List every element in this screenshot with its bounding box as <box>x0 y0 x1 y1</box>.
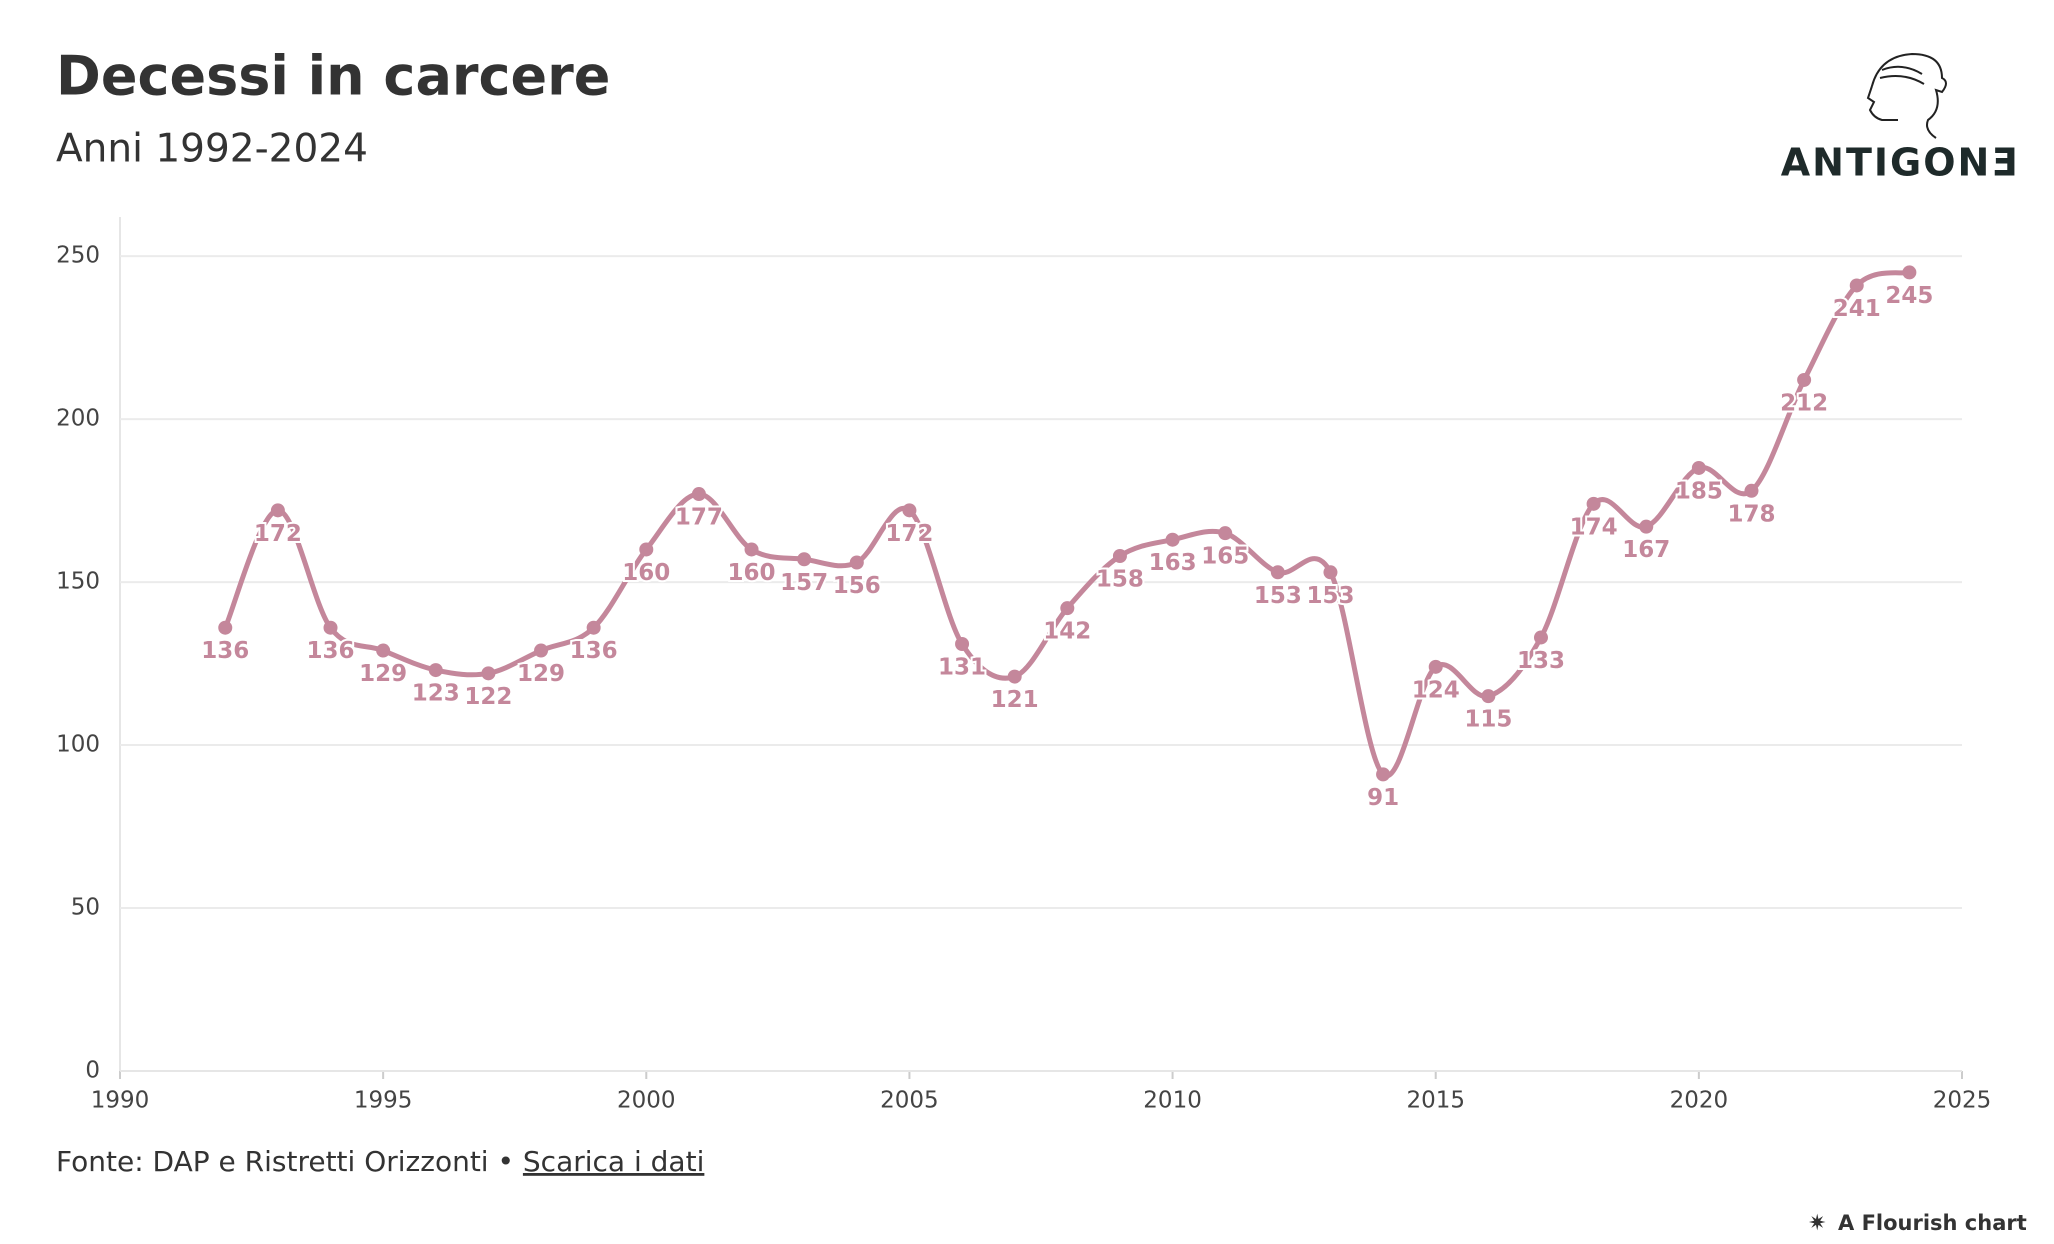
point <box>639 542 654 557</box>
value-label: 91 <box>1367 785 1399 811</box>
y-tick-label: 0 <box>85 1058 100 1084</box>
point <box>323 620 338 635</box>
point <box>586 620 601 635</box>
value-label: 241 <box>1833 296 1881 322</box>
point <box>376 643 391 658</box>
value-label: 165 <box>1201 544 1249 570</box>
value-label: 123 <box>412 681 460 707</box>
y-tick-label: 50 <box>71 895 100 921</box>
x-tick-label: 2025 <box>1933 1088 1992 1114</box>
value-label: 136 <box>307 638 355 664</box>
value-label: 129 <box>359 661 407 687</box>
point <box>1112 548 1127 563</box>
value-label: 133 <box>1517 648 1565 674</box>
source: Fonte: DAP e Ristretti Orizzonti • Scari… <box>56 1145 704 1178</box>
point <box>534 643 549 658</box>
point <box>744 542 759 557</box>
x-tick-label: 1990 <box>91 1088 150 1114</box>
chart-subtitle: Anni 1992-2024 <box>56 127 368 172</box>
y-tick-label: 100 <box>56 732 100 758</box>
value-label: 172 <box>254 521 302 547</box>
point <box>1481 689 1496 704</box>
point <box>1218 526 1233 541</box>
value-label: 158 <box>1096 566 1144 592</box>
y-tick-label: 200 <box>56 406 100 432</box>
point <box>1639 519 1654 534</box>
download-link[interactable]: Scarica i dati <box>523 1145 704 1178</box>
value-label: 185 <box>1675 478 1723 504</box>
point <box>902 503 917 518</box>
point <box>691 487 706 502</box>
value-label: 160 <box>728 560 776 586</box>
value-label: 124 <box>1412 677 1460 703</box>
credit[interactable]: A Flourish chart <box>1838 1211 2027 1235</box>
line <box>222 269 1910 779</box>
logo-text: ANTIGONƎ <box>1781 141 2020 185</box>
point <box>1586 496 1601 511</box>
value-label: 167 <box>1622 537 1670 563</box>
logo-icon <box>1866 52 1947 139</box>
chart-title: Decessi in carcere <box>56 45 610 108</box>
point <box>1007 669 1022 684</box>
point <box>428 663 443 678</box>
value-label: 157 <box>780 570 828 596</box>
y-tick-label: 150 <box>56 569 100 595</box>
value-label: 156 <box>833 573 881 599</box>
value-label: 212 <box>1780 390 1828 416</box>
point <box>1744 483 1759 498</box>
x-tick-label: 1995 <box>354 1088 413 1114</box>
value-label: 122 <box>464 684 512 710</box>
source-text: Fonte: DAP e Ristretti Orizzonti <box>56 1145 489 1178</box>
value-label: 163 <box>1149 550 1197 576</box>
point <box>1849 278 1864 293</box>
point <box>1797 372 1812 387</box>
point <box>1165 532 1180 547</box>
value-label: 177 <box>675 505 723 531</box>
value-label: 153 <box>1306 583 1354 609</box>
x-tick-label: 2020 <box>1670 1088 1729 1114</box>
value-label: 129 <box>517 661 565 687</box>
separator: • <box>497 1145 514 1178</box>
point <box>849 555 864 570</box>
x-tick-label: 2015 <box>1406 1088 1465 1114</box>
point <box>1323 565 1338 580</box>
y-tick-label: 250 <box>56 243 100 269</box>
point <box>1060 601 1075 616</box>
point <box>1376 767 1391 782</box>
point <box>481 666 496 681</box>
value-label: 178 <box>1727 501 1775 527</box>
value-label: 142 <box>1043 619 1091 645</box>
value-label: 115 <box>1464 707 1512 733</box>
x-tick-label: 2000 <box>617 1088 676 1114</box>
point <box>218 620 233 635</box>
value-label: 153 <box>1254 583 1302 609</box>
point <box>1902 265 1917 280</box>
x-tick-label: 2010 <box>1143 1088 1202 1114</box>
point <box>797 552 812 567</box>
value-label: 245 <box>1885 283 1933 309</box>
point <box>270 503 285 518</box>
value-label: 121 <box>991 687 1039 713</box>
value-label: 174 <box>1570 514 1618 540</box>
value-label: 136 <box>201 638 249 664</box>
point <box>1428 659 1443 674</box>
flourish-star: ✷ <box>1808 1211 1826 1236</box>
point <box>1270 565 1285 580</box>
point <box>1533 630 1548 645</box>
point <box>1691 460 1706 475</box>
value-label: 131 <box>938 655 986 681</box>
value-label: 172 <box>885 521 933 547</box>
point <box>955 637 970 651</box>
x-tick-label: 2005 <box>880 1088 939 1114</box>
value-label: 160 <box>622 560 670 586</box>
value-label: 136 <box>570 638 618 664</box>
